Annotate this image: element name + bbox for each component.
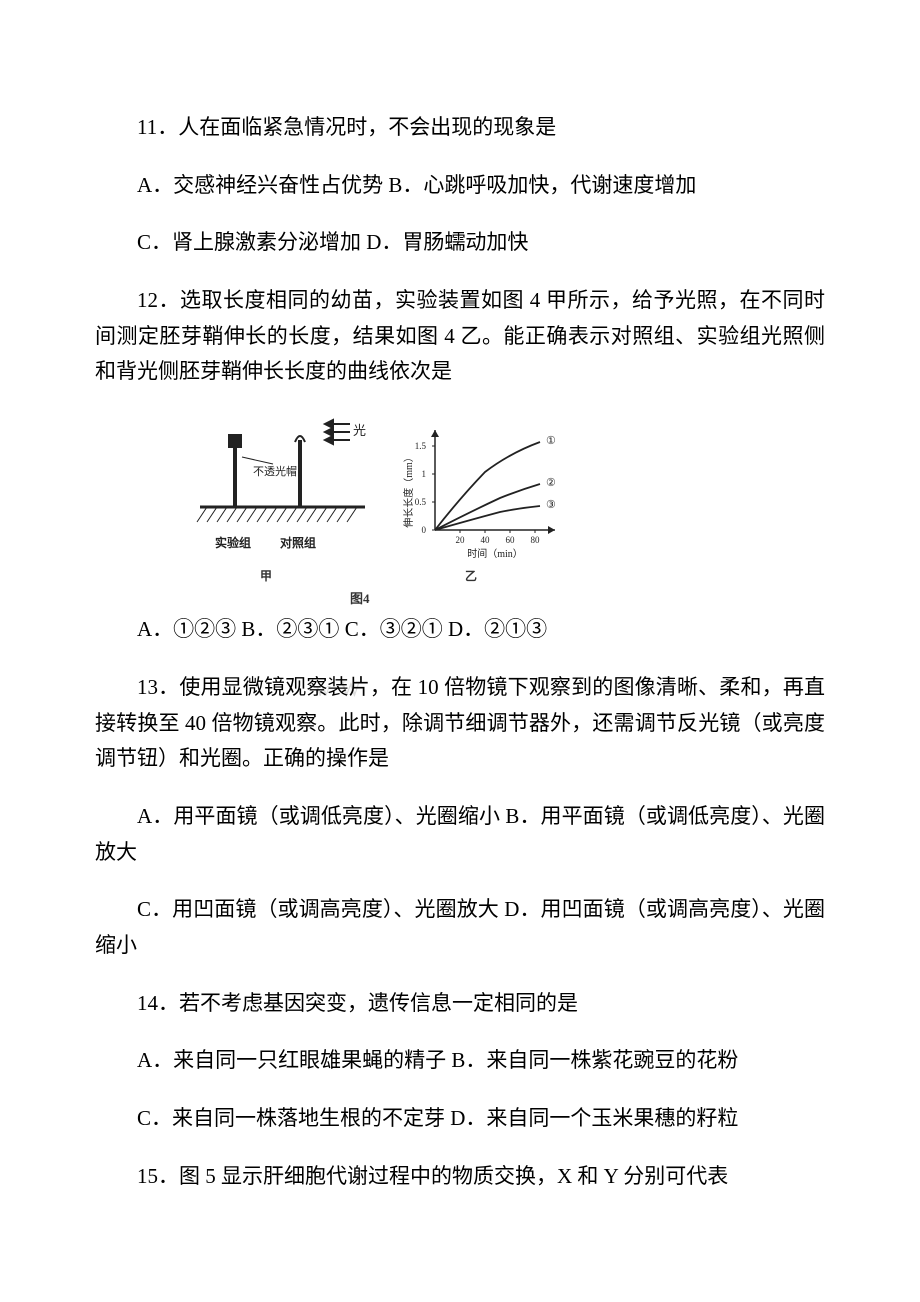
q12-opt-b: B．②③①	[241, 617, 339, 641]
question-11: 11．人在面临紧急情况时，不会出现的现象是	[95, 110, 825, 146]
question-15: 15．图 5 显示肝细胞代谢过程中的物质交换，X 和 Y 分别可代表	[95, 1159, 825, 1195]
q11-stem: 11．人在面临紧急情况时，不会出现的现象是	[95, 110, 825, 146]
question-12-options: A．①②③ B．②③① C．③②① D．②①③	[95, 612, 825, 648]
q14-opt-a: A．来自同一只红眼雄果蝇的精子	[137, 1048, 446, 1072]
q13-stem: 13．使用显微镜观察装片，在 10 倍物镜下观察到的图像清晰、柔和，再直接转换至…	[95, 670, 825, 777]
caption-yi: 乙	[465, 567, 477, 584]
q14-stem: 14．若不考虑基因突变，遗传信息一定相同的是	[95, 986, 825, 1022]
caption-fig: 图4	[350, 588, 370, 607]
question-13-options-ab: A．用平面镜（或调低亮度）、光圈缩小 B．用平面镜（或调低亮度）、光圈放大	[95, 799, 825, 870]
q13-row-ab: A．用平面镜（或调低亮度）、光圈缩小 B．用平面镜（或调低亮度）、光圈放大	[95, 799, 825, 870]
ytick-1: 0.5	[415, 497, 427, 507]
q11-opt-d: D．胃肠蠕动加快	[366, 230, 528, 254]
left-group-label: 实验组	[215, 535, 251, 550]
xtick-0: 20	[456, 535, 466, 545]
figure-4-setup-svg: 不透光帽 光 实验组 对照组	[195, 412, 370, 562]
question-14-options-cd: C．来自同一株落地生根的不定芽 D．来自同一个玉米果穗的籽粒	[95, 1101, 825, 1137]
xtick-2: 60	[506, 535, 516, 545]
q12-opt-c: C．③②①	[345, 617, 443, 641]
curve-label-1: ①	[546, 435, 556, 447]
q12-opts-row: A．①②③ B．②③① C．③②① D．②①③	[95, 612, 825, 648]
q11-opt-a: A．交感神经兴奋性占优势	[137, 173, 383, 197]
ytick-2: 1	[422, 469, 427, 479]
q11-row-ab: A．交感神经兴奋性占优势 B．心跳呼吸加快，代谢速度增加	[95, 168, 825, 204]
q14-opt-c: C．来自同一株落地生根的不定芽	[137, 1106, 445, 1130]
q12-opt-d: D．②①③	[448, 617, 547, 641]
light-label-text: 光	[353, 423, 366, 438]
question-13-options-cd: C．用凹面镜（或调高亮度）、光圈放大 D．用凹面镜（或调高亮度）、光圈缩小	[95, 892, 825, 963]
curve-label-2: ②	[546, 477, 556, 489]
q13-row-cd: C．用凹面镜（或调高亮度）、光圈放大 D．用凹面镜（或调高亮度）、光圈缩小	[95, 892, 825, 963]
xtick-3: 80	[531, 535, 541, 545]
q12-opt-a: A．①②③	[137, 617, 236, 641]
question-14: 14．若不考虑基因突变，遗传信息一定相同的是	[95, 986, 825, 1022]
q11-opt-c: C．肾上腺激素分泌增加	[137, 230, 361, 254]
figure-4: 不透光帽 光 实验组 对照组 0 0.5 1 1.5	[195, 412, 575, 602]
question-11-options-ab: A．交感神经兴奋性占优势 B．心跳呼吸加快，代谢速度增加	[95, 168, 825, 204]
q14-opt-b: B．来自同一株紫花豌豆的花粉	[451, 1048, 738, 1072]
figure-4-chart-svg: 0 0.5 1 1.5 20 40 60 80 伸长长度（mm） 时间（min）…	[400, 420, 565, 565]
xlabel: 时间（min）	[467, 547, 523, 560]
question-13: w W 13．使用显微镜观察装片，在 10 倍物镜下观察到的图像清晰、柔和，再直…	[95, 670, 825, 777]
question-11-options-cd: C．肾上腺激素分泌增加 D．胃肠蠕动加快	[95, 225, 825, 261]
q13-opt-a: A．用平面镜（或调低亮度）、光圈缩小	[137, 804, 500, 828]
q14-row-cd: C．来自同一株落地生根的不定芽 D．来自同一个玉米果穗的籽粒	[95, 1101, 825, 1137]
caption-jia: 甲	[260, 567, 272, 584]
ytick-0: 0	[422, 525, 427, 535]
curve-label-3: ③	[546, 499, 556, 511]
cap-label-text: 不透光帽	[253, 464, 297, 478]
ytick-3: 1.5	[415, 441, 427, 451]
question-12: 12．选取长度相同的幼苗，实验装置如图 4 甲所示，给予光照，在不同时间测定胚芽…	[95, 283, 825, 390]
xtick-1: 40	[481, 535, 491, 545]
right-group-label: 对照组	[280, 535, 316, 550]
q11-row-cd: C．肾上腺激素分泌增加 D．胃肠蠕动加快	[95, 225, 825, 261]
ylabel: 伸长长度（mm）	[402, 452, 415, 528]
q13-opt-c: C．用凹面镜（或调高亮度）、光圈放大	[137, 897, 499, 921]
q11-opt-b: B．心跳呼吸加快，代谢速度增加	[388, 173, 696, 197]
q14-row-ab: A．来自同一只红眼雄果蝇的精子 B．来自同一株紫花豌豆的花粉	[95, 1043, 825, 1079]
q14-opt-d: D．来自同一个玉米果穗的籽粒	[450, 1106, 738, 1130]
q12-stem: 12．选取长度相同的幼苗，实验装置如图 4 甲所示，给予光照，在不同时间测定胚芽…	[95, 283, 825, 390]
q15-stem: 15．图 5 显示肝细胞代谢过程中的物质交换，X 和 Y 分别可代表	[95, 1159, 825, 1195]
question-14-options-ab: A．来自同一只红眼雄果蝇的精子 B．来自同一株紫花豌豆的花粉	[95, 1043, 825, 1079]
curve-1	[435, 442, 540, 530]
